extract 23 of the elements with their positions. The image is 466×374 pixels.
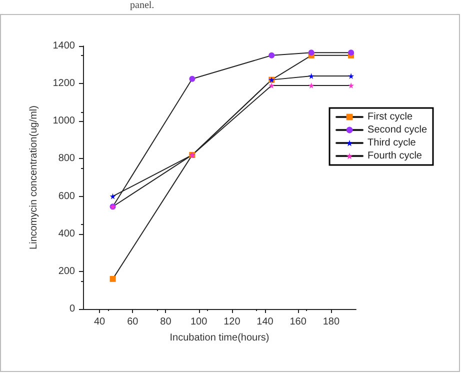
y-axis-title: Lincomycin concentration(ug/ml) [28, 106, 40, 250]
x-tick-label: 160 [290, 316, 307, 328]
x-tick-label: 60 [127, 316, 139, 328]
legend-label: Second cycle [368, 124, 428, 136]
x-tick-label: 100 [190, 316, 208, 328]
y-tick-label: 1400 [52, 40, 76, 52]
x-tick-label: 80 [160, 316, 172, 328]
legend-label: Third cycle [368, 138, 416, 148]
y-tick-label: 0 [69, 304, 76, 314]
x-tick-label: 140 [256, 316, 274, 328]
y-tick-label: 400 [58, 228, 76, 240]
legend-label: First cycle [368, 112, 413, 122]
y-tick-label: 1000 [52, 116, 76, 127]
y-tick-label: 200 [58, 266, 76, 277]
y-tick-label: 1200 [52, 78, 76, 90]
text: panel. [130, 0, 154, 11]
y-tick-label: 800 [58, 153, 76, 164]
y-tick-label: 600 [58, 190, 76, 202]
legend-label: Fourth cycle [368, 150, 422, 162]
x-tick-label: 180 [322, 316, 340, 328]
x-axis-title: Incubation time(hours) [170, 332, 270, 344]
x-tick-label: 120 [224, 316, 241, 328]
x-tick-label: 40 [94, 316, 106, 328]
